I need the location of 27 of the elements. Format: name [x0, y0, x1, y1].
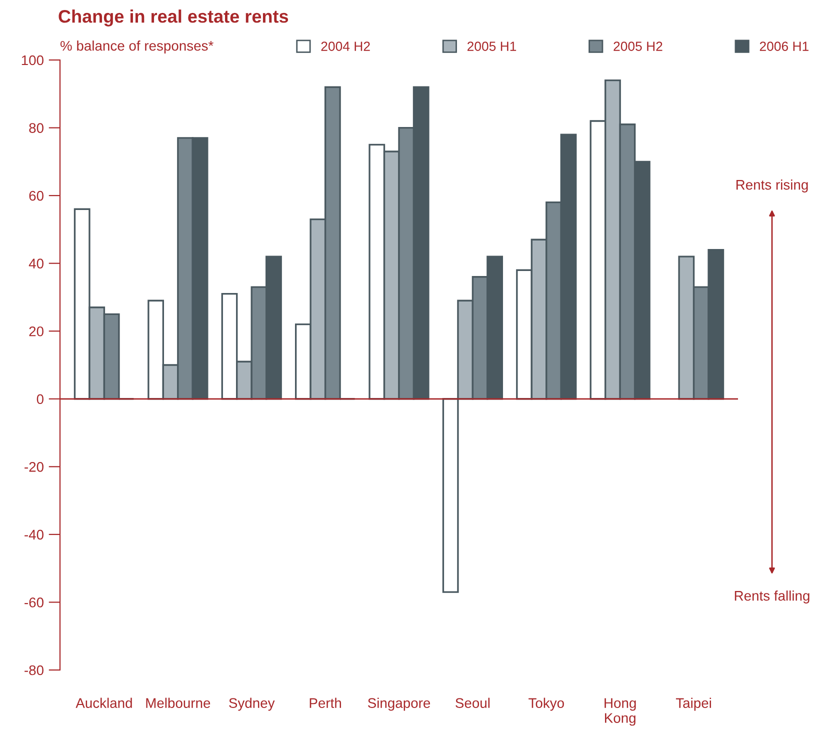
legend-label: 2006 H1 [760, 42, 808, 51]
y-tick-label: -60 [24, 598, 44, 608]
x-tick-label: Taipei [676, 698, 711, 711]
x-tick-label: Perth [310, 698, 341, 708]
x-tick-label: Melbourne [146, 698, 210, 708]
x-tick-label: Sydney [229, 698, 275, 711]
annotation: Rents falling [734, 590, 810, 604]
y-tick-label: 100 [22, 55, 44, 66]
y-tick-label: 40 [28, 258, 44, 269]
legend-label: 2005 H2 [614, 42, 662, 51]
annotation: Rents rising [736, 180, 808, 192]
y-axis-title: % balance of responses* [60, 40, 214, 54]
legend-label: 2004 H2 [321, 42, 370, 51]
chart-title: Change in real estate rents [58, 10, 288, 26]
x-tick-label: Singapore [368, 698, 430, 711]
legend-label: 2005 H1 [467, 42, 516, 51]
y-tick-label: 20 [29, 326, 44, 336]
y-tick-label: -80 [24, 665, 44, 676]
x-tick-label: Tokyo [528, 698, 564, 711]
y-tick-label: 0 [36, 394, 44, 404]
x-tick-label: Seoul [456, 698, 490, 708]
y-tick-label: -20 [24, 462, 44, 472]
y-tick-label: 80 [29, 123, 44, 133]
y-tick-label: 60 [29, 190, 44, 201]
y-tick-label: -40 [24, 530, 44, 540]
x-tick-label: Hong Kong [604, 698, 636, 726]
x-tick-label: Auckland [76, 698, 132, 708]
